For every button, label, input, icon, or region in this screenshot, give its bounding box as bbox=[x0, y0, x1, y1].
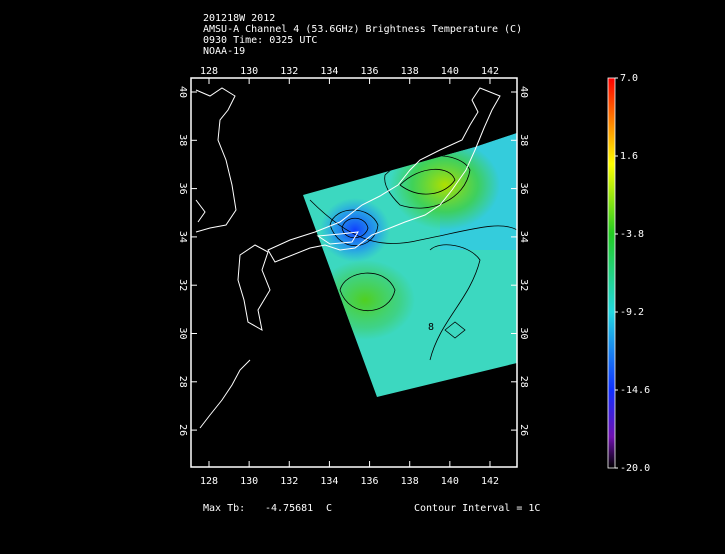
lon-tick-label: 136 bbox=[361, 66, 379, 77]
header-line: NOAA-19 bbox=[203, 46, 245, 57]
lat-tick-label: 26 bbox=[177, 424, 188, 436]
lat-tick-label: 32 bbox=[518, 279, 529, 291]
max-unit: C bbox=[326, 503, 332, 514]
colorbar-ramp bbox=[607, 77, 616, 469]
lat-tick-label: 32 bbox=[177, 279, 188, 291]
lat-tick-label: 38 bbox=[518, 134, 529, 146]
lon-tick-label: 138 bbox=[401, 476, 419, 487]
lon-tick-label: 134 bbox=[320, 476, 338, 487]
lon-tick-label: 136 bbox=[361, 476, 379, 487]
header-line: 0930 Time: 0325 UTC bbox=[203, 35, 317, 46]
lon-tick-label: 142 bbox=[481, 476, 499, 487]
lon-tick-label: 140 bbox=[441, 476, 459, 487]
lon-tick-label: 128 bbox=[200, 476, 218, 487]
contour-interval: Contour Interval = 1C bbox=[414, 503, 540, 514]
lat-tick-label: 28 bbox=[177, 376, 188, 388]
lat-tick-label: 40 bbox=[177, 86, 188, 98]
lon-tick-label: 142 bbox=[481, 66, 499, 77]
colorbar-tick-label: 1.6 bbox=[620, 151, 638, 162]
footer: Max Tb: -4.75681 C Contour Interval = 1C bbox=[203, 503, 540, 514]
map: 128 128 130 130 132 132 134 134 136 136 138 138 140 1… bbox=[177, 66, 529, 487]
header-line: 201218W 2012 bbox=[203, 13, 275, 24]
colorbar-tick-label: -20.0 bbox=[620, 463, 650, 474]
colorbar-tick-label: -9.2 bbox=[620, 307, 644, 318]
lat-tick-label: 26 bbox=[518, 424, 529, 436]
lat-tick-label: 34 bbox=[518, 231, 529, 243]
lat-tick-label: 38 bbox=[177, 134, 188, 146]
lon-tick-label: 132 bbox=[280, 66, 298, 77]
header-line: AMSU-A Channel 4 (53.6GHz) Brightness Te… bbox=[203, 24, 522, 35]
lat-tick-label: 34 bbox=[177, 231, 188, 243]
lat-tick-label: 30 bbox=[177, 327, 188, 339]
map-ticks: 128 128 130 130 132 132 134 134 136 136 138 138 140 1… bbox=[177, 66, 529, 487]
lon-tick-label: 134 bbox=[320, 66, 338, 77]
lat-tick-label: 30 bbox=[518, 327, 529, 339]
colorbar-tick-label: 7.0 bbox=[620, 73, 638, 84]
max-value: -4.75681 bbox=[265, 503, 313, 514]
lon-tick-label: 138 bbox=[401, 66, 419, 77]
colorbar: 7.0 1.6 -3.8 -9.2 -14.6 -20.0 bbox=[607, 73, 650, 474]
lat-tick-label: 36 bbox=[177, 183, 188, 195]
max-label: Max Tb: bbox=[203, 503, 245, 514]
lat-tick-label: 36 bbox=[518, 183, 529, 195]
lon-tick-label: 130 bbox=[240, 66, 258, 77]
contour-label: 8 bbox=[428, 322, 434, 333]
lat-tick-label: 28 bbox=[518, 376, 529, 388]
lon-tick-label: 130 bbox=[240, 476, 258, 487]
lon-tick-label: 132 bbox=[280, 476, 298, 487]
lat-tick-label: 40 bbox=[518, 86, 529, 98]
colorbar-tick-label: -3.8 bbox=[620, 229, 644, 240]
colorbar-tick-label: -14.6 bbox=[620, 385, 650, 396]
map-frame bbox=[190, 77, 518, 468]
lon-tick-label: 128 bbox=[200, 66, 218, 77]
lon-tick-label: 140 bbox=[441, 66, 459, 77]
